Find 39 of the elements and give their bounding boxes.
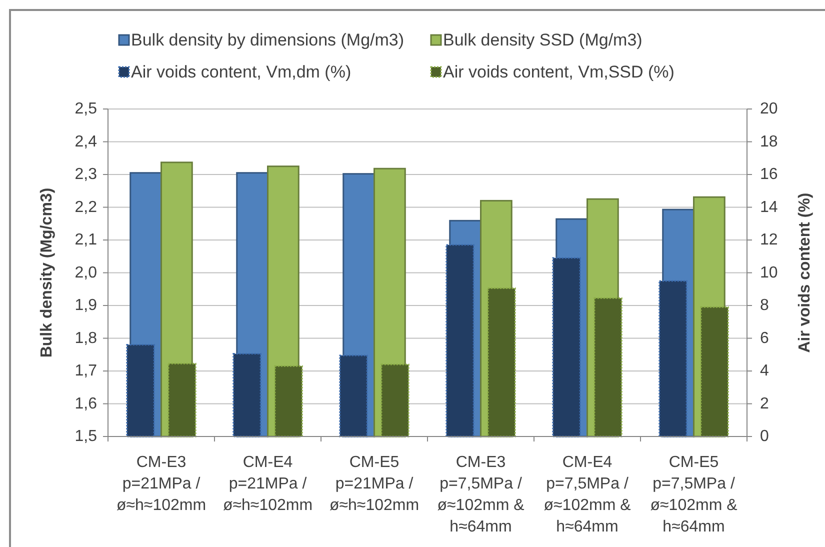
y-tick-label: 2,3 xyxy=(74,166,98,183)
y2-axis-title: Air voids content (%) xyxy=(796,192,814,353)
legend-label: Air voids content, Vm,SSD (%) xyxy=(443,62,674,82)
legend-label: Bulk density by dimensions (Mg/m3) xyxy=(131,30,404,50)
y-tick-label: 1,5 xyxy=(74,428,98,445)
y2-tick-label: 6 xyxy=(760,330,769,347)
bar xyxy=(339,354,368,438)
x-tick-label: CM-E5 p=7,5MPa / ø≈102mm & h≈64mm xyxy=(650,454,738,536)
y-tick-label: 2,1 xyxy=(74,232,98,248)
y2-tick-label: 2 xyxy=(760,395,769,412)
x-tick-label: CM-E3 p=7,5MPa / ø≈102mm & h≈64mm xyxy=(437,454,525,536)
y2-tick-label: 12 xyxy=(760,232,778,248)
bar xyxy=(168,362,196,438)
y2-tick-label: 18 xyxy=(760,133,778,150)
legend-label: Bulk density SSD (Mg/m3) xyxy=(443,30,642,50)
y2-tick-label: 0 xyxy=(760,428,769,445)
legend-label: Air voids content, Vm,dm (%) xyxy=(131,62,352,82)
x-tick-label: CM-E5 p=21MPa / ø≈h≈102mm xyxy=(329,454,420,514)
y2-tick-label: 20 xyxy=(760,100,778,118)
y-tick-label: 2,4 xyxy=(74,133,98,150)
y-tick-label: 2,0 xyxy=(74,264,98,282)
y-tick-label: 2,2 xyxy=(74,198,98,216)
y2-tick-label: 14 xyxy=(760,198,778,216)
x-tick-label: CM-E4 p=21MPa / ø≈h≈102mm xyxy=(222,454,313,514)
y-tick-label: 1,6 xyxy=(74,395,98,412)
y2-tick-label: 8 xyxy=(760,297,769,314)
bar xyxy=(274,365,303,438)
y-tick-label: 1,9 xyxy=(74,297,98,314)
y-tick-label: 1,8 xyxy=(74,330,98,347)
y-tick-label: 2,5 xyxy=(74,100,98,118)
bar xyxy=(232,353,262,438)
y-axis-title: Bulk density (Mg/cm3) xyxy=(38,188,56,358)
x-tick-label: CM-E3 p=21MPa / ø≈h≈102mm xyxy=(116,454,206,514)
y2-tick-label: 4 xyxy=(760,362,769,380)
y2-tick-label: 10 xyxy=(760,264,778,282)
y-tick-label: 1,7 xyxy=(74,362,98,380)
bar xyxy=(380,364,410,438)
x-tick-label: CM-E4 p=7,5MPa / ø≈102mm & h≈64mm xyxy=(544,454,632,536)
y2-tick-label: 16 xyxy=(760,166,778,183)
